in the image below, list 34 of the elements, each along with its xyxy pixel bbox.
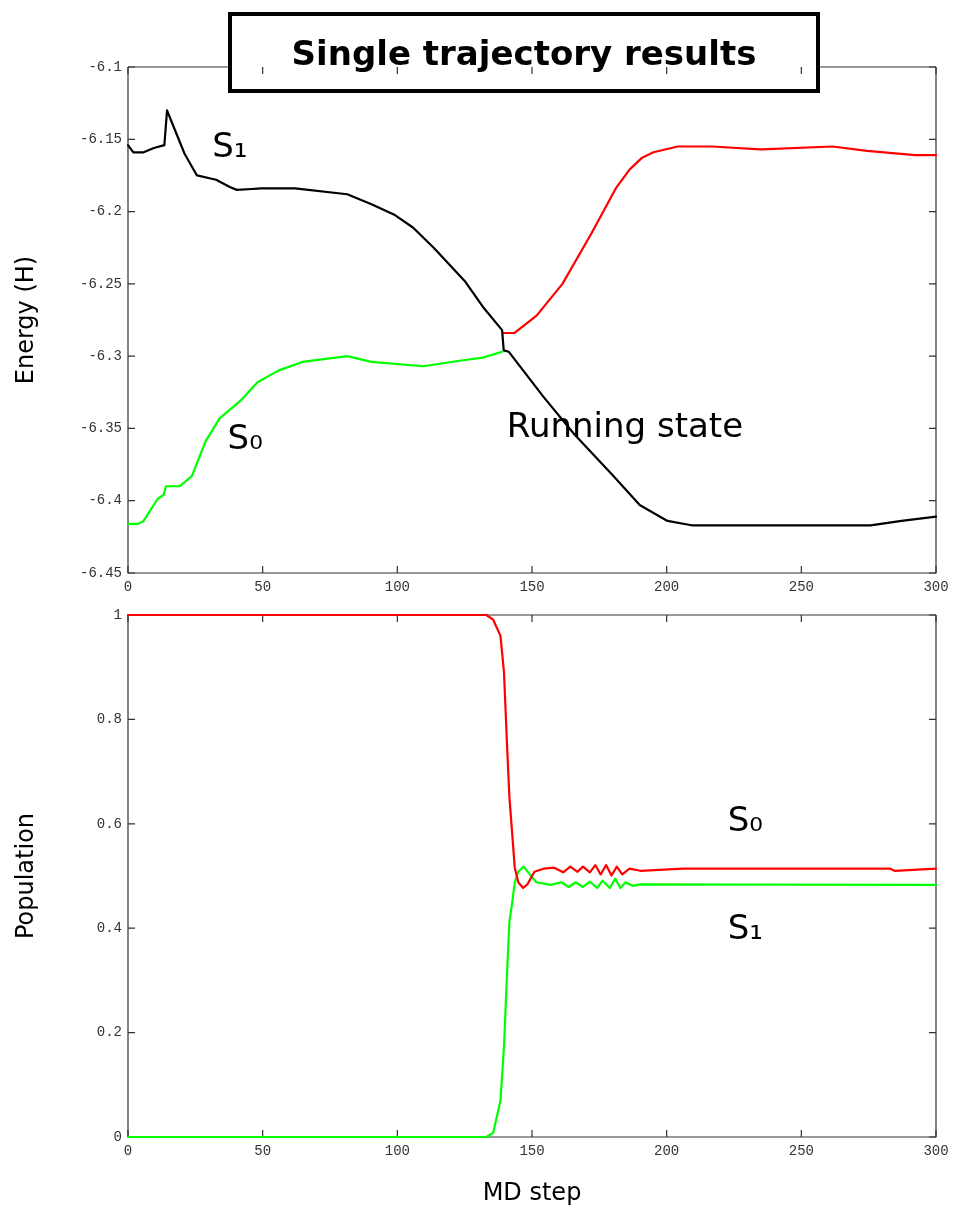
y-tick-label: -6.35 — [79, 420, 122, 437]
x-tick-label: 300 — [923, 1143, 949, 1160]
x-tick-label: 200 — [654, 1143, 680, 1160]
y-tick-label: 0 — [113, 1128, 122, 1145]
annotation: S₀ — [727, 799, 763, 840]
x-tick-label: 150 — [519, 579, 545, 596]
x-axis-title: MD step — [482, 1177, 582, 1206]
y-tick-label: -6.45 — [79, 564, 122, 581]
x-tick-label: 300 — [923, 579, 949, 596]
y-tick-label: -6.2 — [88, 203, 122, 220]
annotation: S₁ — [212, 124, 248, 165]
y-tick-label: 0.8 — [96, 711, 122, 728]
y-tick-label: 0.6 — [96, 815, 122, 832]
y-tick-label: 1 — [113, 606, 122, 623]
y-tick-label: -6.25 — [79, 275, 122, 292]
annotation: S₀ — [227, 416, 263, 457]
x-tick-label: 50 — [254, 1143, 272, 1160]
y-axis-title: Population — [10, 812, 39, 940]
x-tick-label: 150 — [519, 1143, 545, 1160]
y-tick-label: 0.4 — [96, 919, 122, 936]
y-tick-label: 0.2 — [96, 1024, 122, 1041]
x-tick-label: 50 — [254, 579, 272, 596]
x-tick-label: 250 — [788, 1143, 814, 1160]
y-tick-label: -6.15 — [79, 130, 122, 147]
y-tick-label: -6.4 — [88, 492, 122, 509]
chart-title: Single trajectory results — [228, 12, 820, 93]
x-tick-label: 100 — [384, 579, 410, 596]
x-tick-label: 100 — [384, 1143, 410, 1160]
y-tick-label: -6.3 — [88, 347, 122, 364]
annotation: S₁ — [727, 906, 763, 947]
y-axis-title: Energy (H) — [10, 255, 39, 385]
x-tick-label: 200 — [654, 579, 680, 596]
y-tick-label: -6.1 — [88, 58, 122, 75]
x-tick-label: 250 — [788, 579, 814, 596]
